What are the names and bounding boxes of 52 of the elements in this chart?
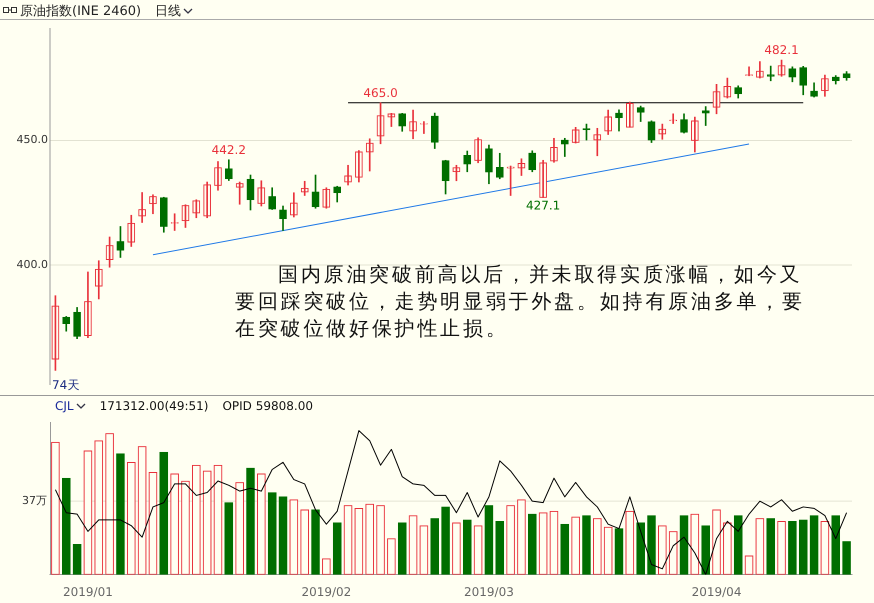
ref-line-label: 37万 <box>22 494 47 508</box>
annotation: 427.1 <box>526 198 560 213</box>
bar <box>842 541 851 575</box>
bar <box>398 522 407 575</box>
bar <box>278 496 288 575</box>
annotation: 465.0 <box>363 86 398 100</box>
bar <box>332 522 342 575</box>
bar <box>441 506 450 575</box>
bar <box>680 515 688 575</box>
bar <box>72 544 82 575</box>
bar <box>614 528 624 575</box>
annotation: 74天 <box>52 377 80 394</box>
text: 171312.00(49:51) <box>100 399 208 413</box>
bar <box>484 505 494 575</box>
candlestick <box>506 166 514 196</box>
x-tick-label: 2019/03 <box>464 584 514 599</box>
bar <box>159 452 168 575</box>
bar <box>810 515 818 575</box>
chart-title: 原油指数(INE 2460) <box>20 3 142 20</box>
chart-subtitle: 日线 <box>155 4 181 19</box>
bar <box>268 492 277 575</box>
x-tick-label: 2019/01 <box>63 584 113 599</box>
bar <box>798 520 808 575</box>
bar <box>430 518 440 575</box>
text: OPID 59808.00 <box>222 399 313 413</box>
annotation: 国内原油突破前高以后，并未取得实质涨幅，如今又要回踩突破位，走势明显弱于外盘。如持有原油多单，要在突破位做好保护性止损。 <box>235 263 806 342</box>
bar <box>116 453 125 575</box>
x-tick-label: 2019/04 <box>692 584 742 599</box>
bar <box>701 525 710 575</box>
bar <box>766 518 776 575</box>
bar <box>311 509 320 575</box>
bar <box>462 520 472 575</box>
bar <box>528 514 537 575</box>
bar <box>788 521 797 575</box>
bar <box>224 502 234 575</box>
bar <box>582 515 591 575</box>
annotation: 442.2 <box>212 142 246 157</box>
bar <box>831 515 840 575</box>
bar <box>647 515 656 575</box>
bar <box>495 521 504 575</box>
y-tick-label: 400.0 <box>16 258 48 272</box>
bar <box>636 522 645 575</box>
bar <box>246 468 255 575</box>
bar <box>734 515 743 575</box>
x-tick-label: 2019/02 <box>301 584 352 599</box>
y-tick-label: 450.0 <box>16 133 48 146</box>
bar <box>560 524 570 575</box>
annotation: 482.1 <box>764 43 799 58</box>
chart-title: CJL <box>55 399 74 413</box>
candlestick <box>669 113 678 124</box>
bar <box>62 478 71 575</box>
candlestick <box>766 66 775 82</box>
